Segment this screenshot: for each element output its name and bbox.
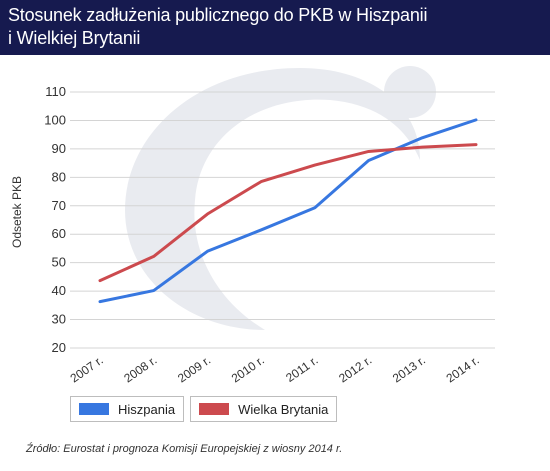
legend-swatch-wielka-brytania [199,403,230,415]
y-tick-label: 80 [52,169,66,184]
x-tick-label: 2011 r. [283,353,320,385]
legend-label-hiszpania: Hiszpania [118,401,176,417]
y-tick-label: 60 [52,226,66,241]
series-line-hiszpania [98,118,478,304]
legend-item-hiszpania: Hiszpania [70,396,185,422]
series-line-wielka-brytania [98,143,478,283]
y-tick-label: 110 [45,84,66,99]
x-tick-label: 2008 r. [121,353,159,386]
y-tick-label: 70 [52,198,66,213]
data-series [98,118,478,304]
watermark-shape [125,68,420,330]
y-tick-label: 40 [52,283,66,298]
watermark-logo [125,66,436,330]
y-tick-label: 100 [44,112,66,127]
x-tick-label: 2013 r. [390,353,428,386]
legend: Hiszpania Wielka Brytania [70,396,338,422]
x-tick-label: 2014 r. [444,353,482,386]
x-tick-label: 2012 r. [336,353,374,386]
gridlines [70,91,495,349]
y-axis-ticks: 20 30 40 50 60 70 80 90 100 110 [44,84,66,355]
legend-swatch-hiszpania [79,403,109,415]
x-tick-label: 2009 r. [175,353,213,386]
source-note: Źródło: Eurostat i prognoza Komisji Euro… [26,443,343,455]
y-tick-label: 90 [52,141,66,156]
legend-label-wielka-brytania: Wielka Brytania [238,401,329,417]
x-axis-ticks: 2007 r. 2008 r. 2009 r. 2010 r. 2011 r. 2012 … [68,353,482,386]
title-bar: Stosunek zadłużenia publicznego do PKB w… [0,0,550,55]
x-tick-label: 2007 r. [68,353,106,386]
legend-item-wielka-brytania: Wielka Brytania [190,396,338,422]
y-tick-label: 30 [52,312,66,327]
y-tick-label: 20 [52,340,66,355]
chart-title: Stosunek zadłużenia publicznego do PKB w… [8,4,538,50]
chart-title-line-2: i Wielkiej Brytanii [8,28,141,48]
y-tick-label: 50 [52,255,66,270]
chart-title-line-1: Stosunek zadłużenia publicznego do PKB w… [8,5,428,25]
y-axis-label: Odsetek PKB [10,176,24,248]
x-tick-label: 2010 r. [229,353,267,386]
